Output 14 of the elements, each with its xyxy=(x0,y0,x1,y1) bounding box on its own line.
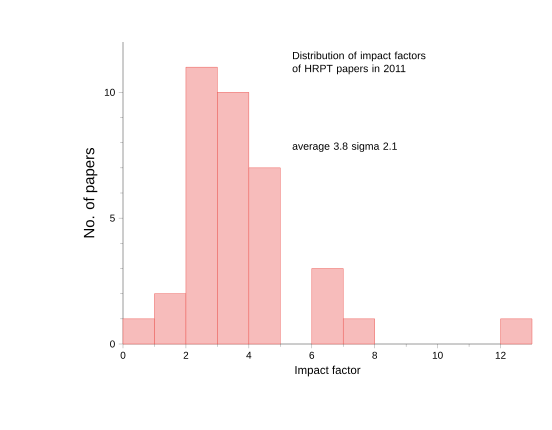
y-tick-label: 5 xyxy=(110,214,115,222)
annotation: Distribution of impact factors of HRPT papers in 2011 xyxy=(292,52,426,74)
x-axis-title: Impact factor xyxy=(295,366,360,376)
x-tick-label: 8 xyxy=(372,352,378,359)
annotation: average 3.8 sigma 2.1 xyxy=(292,142,397,152)
y-tick-label: 0 xyxy=(110,340,115,348)
x-tick-label: 4 xyxy=(246,352,252,359)
x-tick-label: 10 xyxy=(432,352,443,359)
x-tick-label: 6 xyxy=(310,352,314,359)
x-tick-label: 2 xyxy=(184,352,188,359)
y-axis-title: No. of papers xyxy=(83,148,98,238)
x-tick-label: 0 xyxy=(120,352,126,359)
y-tick-label: 10 xyxy=(104,88,115,96)
x-tick-label: 12 xyxy=(496,352,506,359)
